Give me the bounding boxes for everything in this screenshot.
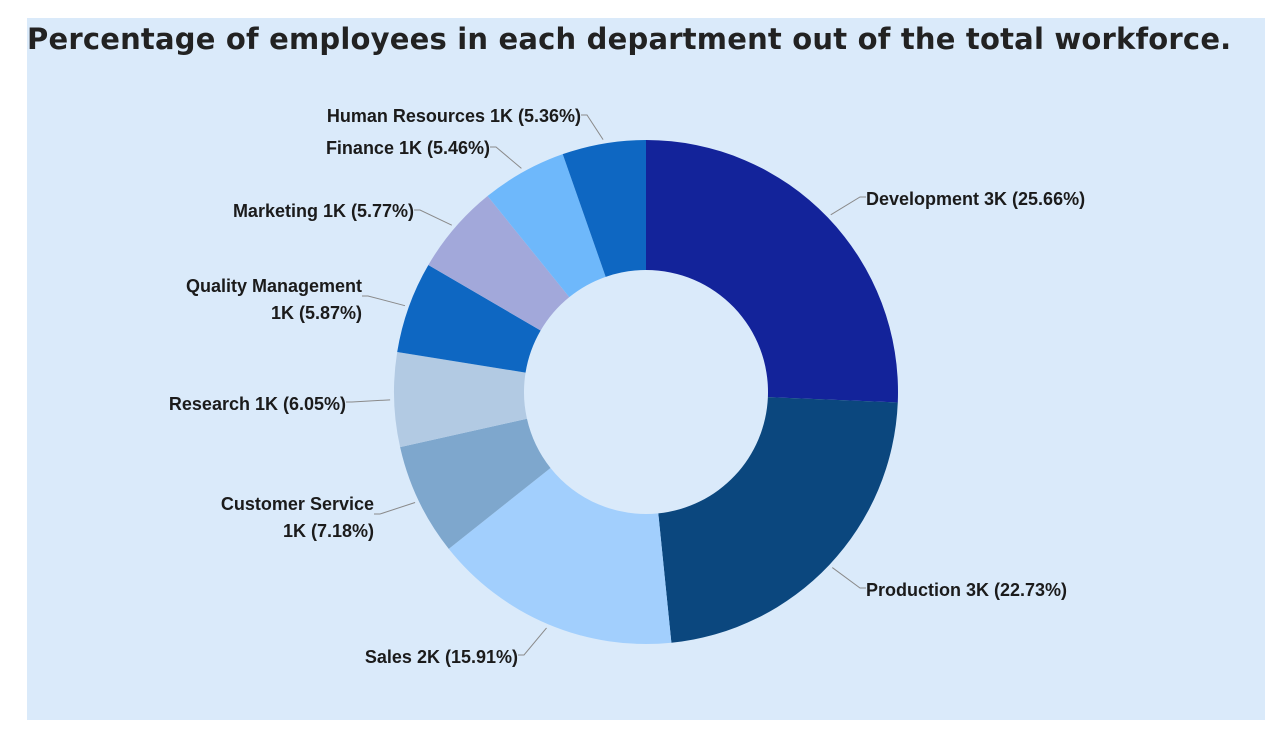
label-leaders (346, 114, 866, 656)
leader-line-quality-management (362, 295, 406, 307)
leader-line-finance (490, 146, 522, 169)
slice-label-human-resources: Human Resources 1K (5.36%) (327, 106, 581, 126)
slice-finance[interactable] (487, 154, 606, 298)
slice-customer-service[interactable] (400, 418, 551, 549)
donut-slices (393, 140, 898, 644)
slice-production[interactable] (658, 397, 898, 643)
slice-label-development: Development 3K (25.66%) (866, 189, 1085, 209)
slice-label-finance: Finance 1K (5.46%) (326, 138, 490, 158)
slice-sales[interactable] (448, 467, 672, 644)
chart-title: Percentage of employees in each departme… (27, 22, 1232, 56)
slice-quality-management[interactable] (397, 264, 541, 373)
slice-label-marketing: Marketing 1K (5.77%) (233, 201, 414, 221)
leader-line-research (346, 399, 391, 403)
slice-label-quality-management: Quality Management 1K (5.87%) (186, 276, 362, 323)
leader-line-sales (518, 627, 547, 656)
slice-label-sales: Sales 2K (15.91%) (365, 647, 518, 667)
slice-development[interactable] (646, 140, 898, 403)
slice-marketing[interactable] (428, 196, 570, 331)
slice-label-customer-service: Customer Service 1K (7.18%) (221, 494, 374, 541)
leader-line-customer-service (374, 502, 416, 515)
leader-line-marketing (414, 209, 453, 226)
slice-labels: Development 3K (25.66%) Production 3K (22… (169, 106, 1085, 667)
leader-line-development (830, 196, 866, 216)
slice-label-production: Production 3K (22.73%) (866, 580, 1067, 600)
leader-line-human-resources (581, 114, 604, 140)
leader-line-production (832, 567, 866, 589)
slice-human-resources[interactable] (562, 140, 646, 277)
slice-label-research: Research 1K (6.05%) (169, 394, 346, 414)
slice-research[interactable] (393, 351, 527, 448)
